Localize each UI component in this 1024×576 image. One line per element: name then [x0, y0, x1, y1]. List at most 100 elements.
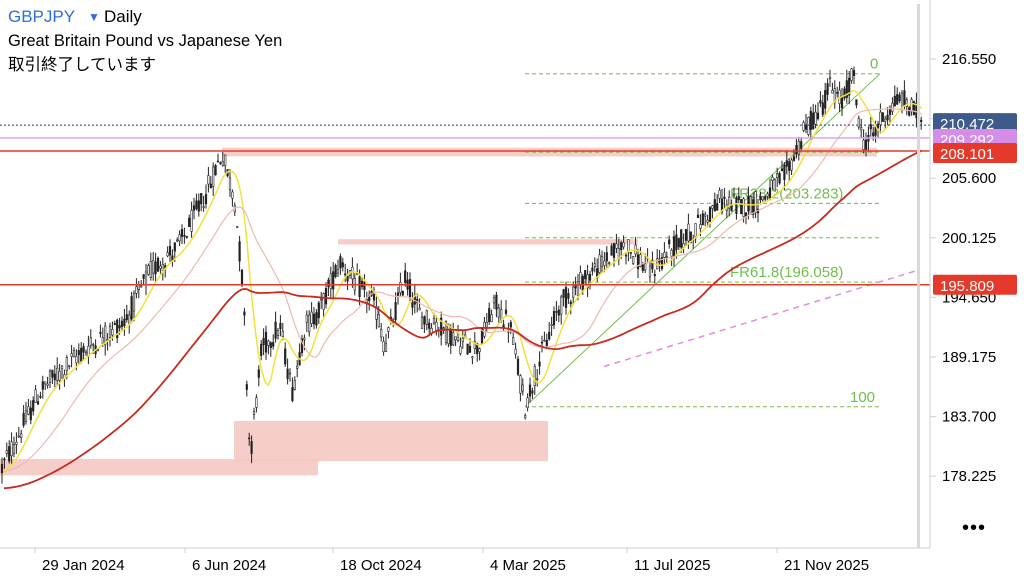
symbol-dropdown-icon[interactable]: ▼ — [88, 10, 100, 24]
candle-body — [706, 219, 709, 223]
candle-body — [896, 94, 899, 105]
candle-body — [653, 274, 656, 276]
candle-body — [197, 200, 200, 212]
candle-body — [10, 441, 13, 457]
candle-body — [629, 252, 632, 254]
candle-body — [207, 175, 210, 185]
candle-body — [310, 311, 313, 324]
timeframe-label[interactable]: Daily — [104, 7, 142, 26]
market-status: 取引終了しています — [8, 56, 157, 74]
candle-body — [495, 294, 498, 310]
candle-body — [884, 118, 887, 122]
candle-body — [632, 256, 635, 264]
candle-body — [620, 242, 623, 251]
candle-body — [648, 265, 652, 278]
candle-body — [231, 191, 234, 199]
y-tick-label: 178.225 — [942, 468, 996, 485]
candle-body — [564, 287, 568, 308]
candle-body — [336, 269, 340, 274]
candle-body — [202, 206, 205, 208]
candle-body — [449, 330, 452, 346]
candle-body — [293, 380, 296, 390]
candle-body — [831, 90, 834, 94]
candle-body — [814, 111, 817, 125]
candle-body — [905, 99, 908, 107]
candle-body — [560, 296, 563, 315]
candle-body — [238, 241, 241, 262]
candle-body — [639, 254, 642, 267]
candle-body — [394, 302, 397, 321]
candle-body — [581, 275, 584, 292]
candle-body — [123, 318, 126, 327]
candle-body — [845, 80, 848, 98]
candle-body — [411, 302, 414, 308]
candle-body — [836, 92, 839, 94]
candle-body — [305, 314, 308, 323]
scroll-edge[interactable] — [917, 4, 920, 548]
candle-body — [521, 384, 524, 392]
candle-body — [264, 331, 268, 353]
candle-body — [759, 196, 762, 201]
candle-body — [809, 110, 812, 130]
candle-body — [444, 320, 448, 343]
candle-body — [3, 458, 6, 461]
candle-body — [442, 327, 445, 329]
candle-body — [44, 381, 47, 385]
price-badge-support[interactable] — [933, 274, 1017, 295]
candle-body — [144, 271, 148, 286]
candle-body — [53, 373, 56, 381]
candle-body — [68, 365, 71, 367]
more-menu-icon[interactable]: ••• — [962, 517, 987, 539]
candle-body — [173, 242, 176, 252]
candle-body — [363, 281, 366, 290]
candle-body — [365, 298, 368, 303]
y-tick-label: 205.600 — [942, 170, 996, 187]
candle-body — [70, 353, 73, 357]
candle-body — [615, 243, 618, 249]
candle-body — [610, 245, 613, 256]
candle-body — [795, 145, 798, 155]
candle-body — [699, 224, 702, 229]
candle-body — [713, 199, 716, 212]
candle-body — [716, 203, 719, 211]
price-badge-current[interactable] — [933, 113, 1017, 134]
candle-body — [334, 265, 337, 277]
ma-mid-line — [3, 108, 923, 473]
candle-body — [243, 311, 246, 316]
candle-body — [48, 370, 52, 383]
candle-body — [891, 102, 894, 112]
candle-body — [228, 177, 232, 191]
candle-body — [288, 372, 292, 375]
candle-body — [550, 324, 553, 327]
fib-trend-line — [524, 73, 881, 408]
x-tick-label: 18 Oct 2024 — [340, 557, 422, 574]
candle-body — [113, 323, 116, 325]
candle-body — [216, 160, 220, 163]
symbol-label[interactable]: GBPJPY — [8, 7, 76, 26]
candle-body — [492, 297, 496, 304]
candle-body — [572, 286, 575, 298]
candle-body — [320, 298, 323, 301]
candle-body — [447, 323, 450, 344]
candle-body — [245, 384, 248, 390]
y-tick-label: 183.700 — [942, 409, 996, 426]
candle-body — [75, 355, 78, 364]
candle-body — [828, 77, 832, 80]
candle-body — [675, 234, 678, 251]
candle-body — [154, 261, 157, 275]
candle-body — [22, 412, 25, 426]
candle-body — [855, 99, 858, 106]
candle-body — [680, 229, 683, 248]
candle-body — [843, 88, 846, 99]
candle-body — [149, 261, 152, 278]
ma-long-line — [3, 149, 923, 490]
candle-body — [593, 263, 596, 267]
candle-body — [308, 314, 311, 333]
candle-body — [116, 319, 119, 339]
candle-body — [322, 293, 325, 310]
candle-body — [824, 90, 827, 109]
price-badge-resistance[interactable] — [933, 142, 1017, 163]
candle-body — [51, 369, 54, 378]
candle-body — [312, 313, 316, 325]
